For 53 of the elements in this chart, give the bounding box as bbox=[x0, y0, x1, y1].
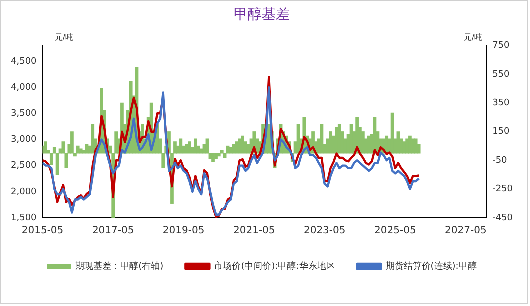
x-tick-label: 2025-05 bbox=[374, 226, 416, 237]
bar bbox=[232, 144, 236, 154]
y-tick-label: 2,000 bbox=[11, 187, 38, 198]
y-axis-title: 元/吨 bbox=[54, 32, 74, 42]
y-tick-label: 1,500 bbox=[11, 213, 38, 224]
y-tick-label: 3,500 bbox=[11, 108, 38, 119]
bar bbox=[79, 148, 83, 154]
bar bbox=[179, 138, 183, 154]
bar bbox=[238, 138, 242, 154]
y2-tick-label: 150 bbox=[492, 127, 510, 138]
bar bbox=[91, 124, 95, 154]
y2-tick-label: -250 bbox=[492, 184, 514, 195]
x-tick-label: 2027-05 bbox=[445, 226, 487, 237]
x-tick-label: 2019-05 bbox=[162, 226, 205, 237]
y2-tick-label: 550 bbox=[492, 70, 510, 80]
legend-label: 市场价(中间价):甲醇:华东地区 bbox=[214, 260, 336, 272]
x-tick-label: 2021-05 bbox=[233, 226, 276, 237]
legend-label: 期现基差：甲醇(右轴) bbox=[76, 260, 164, 272]
bar bbox=[220, 150, 224, 154]
bar bbox=[241, 136, 244, 154]
bar bbox=[396, 132, 400, 154]
y2-axis-title: 元/吨 bbox=[464, 32, 483, 42]
y-tick-label: 2,500 bbox=[11, 161, 38, 172]
bar bbox=[226, 146, 230, 154]
bar bbox=[362, 132, 365, 154]
y2-tick-label: -450 bbox=[492, 213, 514, 224]
y2-tick-label: 750 bbox=[492, 41, 510, 52]
bar bbox=[76, 146, 80, 154]
bar bbox=[44, 142, 48, 154]
bar bbox=[414, 138, 418, 154]
bar bbox=[70, 132, 74, 154]
y-tick-label: 3,000 bbox=[11, 135, 38, 146]
bar bbox=[194, 138, 198, 154]
chart-title: 甲醇基差 bbox=[234, 7, 290, 24]
bar bbox=[200, 148, 204, 154]
bar bbox=[338, 124, 342, 154]
bar bbox=[217, 153, 221, 157]
bar bbox=[367, 136, 371, 154]
y-tick-label: 4,500 bbox=[11, 56, 38, 67]
bar bbox=[185, 144, 188, 154]
x-tick-label: 2023-05 bbox=[304, 226, 346, 237]
x-tick-label: 2015-05 bbox=[22, 226, 64, 237]
bar bbox=[235, 142, 239, 154]
bar bbox=[85, 144, 89, 154]
bar bbox=[406, 138, 409, 154]
bar bbox=[214, 153, 218, 160]
y2-tick-label: -50 bbox=[492, 156, 508, 166]
bar bbox=[188, 142, 192, 154]
bar bbox=[329, 132, 332, 154]
y2-tick-label: 350 bbox=[492, 98, 510, 109]
legend-label: 期货结算价(连续):甲醇 bbox=[386, 260, 477, 272]
x-tick-label: 2017-05 bbox=[92, 226, 134, 237]
y-tick-label: 4,000 bbox=[11, 82, 38, 93]
